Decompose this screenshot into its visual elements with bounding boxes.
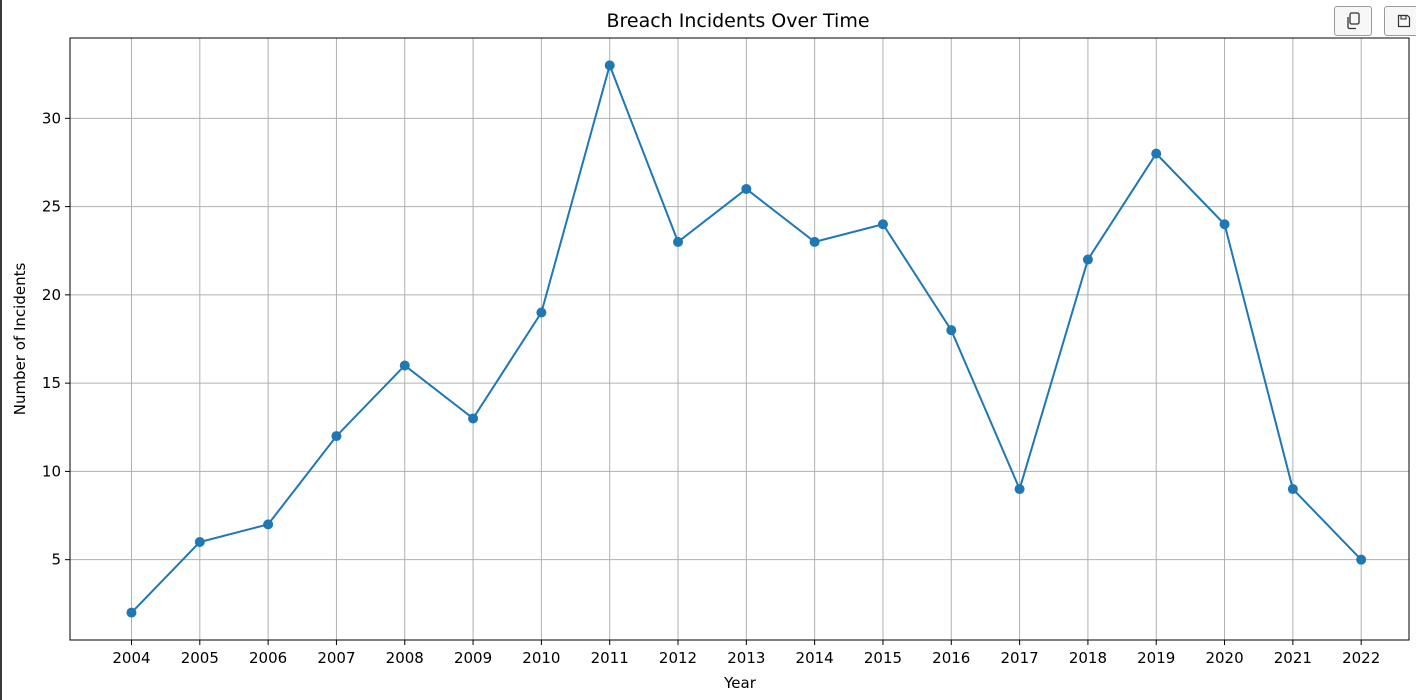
copy-icon: [1347, 12, 1360, 30]
x-tick-label: 2013: [727, 649, 765, 667]
data-point: [1014, 484, 1025, 495]
y-tick-label: 10: [42, 462, 61, 480]
x-tick-label: 2021: [1274, 649, 1312, 667]
save-button[interactable]: [1384, 6, 1416, 36]
series-line-group: [126, 60, 1367, 618]
data-point: [468, 413, 479, 424]
data-point: [1082, 254, 1093, 265]
x-tick-label: 2016: [932, 649, 970, 667]
data-point: [263, 519, 274, 530]
x-tick-label: 2022: [1342, 649, 1380, 667]
x-axis: 2004 2005 2006 2007 2008 2009 2010 2011 2012 2013…: [112, 640, 1380, 667]
data-point: [194, 537, 205, 548]
x-tick-label: 2019: [1137, 649, 1175, 667]
x-tick-label: 2011: [591, 649, 629, 667]
x-tick-label: 2020: [1205, 649, 1243, 667]
x-tick-label: 2014: [796, 649, 834, 667]
x-tick-label: 2018: [1069, 649, 1107, 667]
save-icon: [1397, 14, 1411, 28]
x-tick-label: 2012: [659, 649, 697, 667]
data-point: [877, 219, 888, 230]
data-point: [1287, 484, 1298, 495]
data-point: [1219, 219, 1230, 230]
plot-frame: [69, 37, 1410, 641]
x-tick-label: 2010: [522, 649, 560, 667]
data-point: [604, 60, 615, 71]
x-tick-label: 2015: [864, 649, 902, 667]
x-tick-label: 2005: [181, 649, 219, 667]
y-axis: 5 10 15 20 25 30: [42, 109, 70, 569]
data-point: [1151, 148, 1162, 159]
y-axis-label: Number of Incidents: [11, 263, 29, 416]
x-tick-label: 2009: [454, 649, 492, 667]
data-point: [741, 183, 752, 194]
data-point: [331, 431, 342, 442]
data-point: [1356, 554, 1367, 565]
y-tick-label: 5: [51, 551, 61, 569]
x-tick-label: 2017: [1001, 649, 1039, 667]
x-tick-label: 2004: [112, 649, 150, 667]
y-tick-label: 25: [42, 198, 61, 216]
x-tick-label: 2008: [386, 649, 424, 667]
x-axis-label: Year: [723, 674, 757, 692]
x-tick-label: 2006: [249, 649, 287, 667]
y-tick-label: 30: [42, 109, 61, 127]
chart-title: Breach Incidents Over Time: [606, 10, 869, 32]
data-point: [673, 236, 684, 247]
window-border: [0, 0, 2, 700]
data-point: [946, 325, 957, 336]
data-point: [399, 360, 410, 371]
grid: [70, 38, 1409, 640]
data-point: [126, 607, 137, 618]
y-tick-label: 15: [42, 374, 61, 392]
copy-button[interactable]: [1334, 6, 1372, 36]
data-point: [536, 307, 547, 318]
x-tick-label: 2007: [317, 649, 355, 667]
y-tick-label: 20: [42, 286, 61, 304]
data-point: [809, 236, 820, 247]
